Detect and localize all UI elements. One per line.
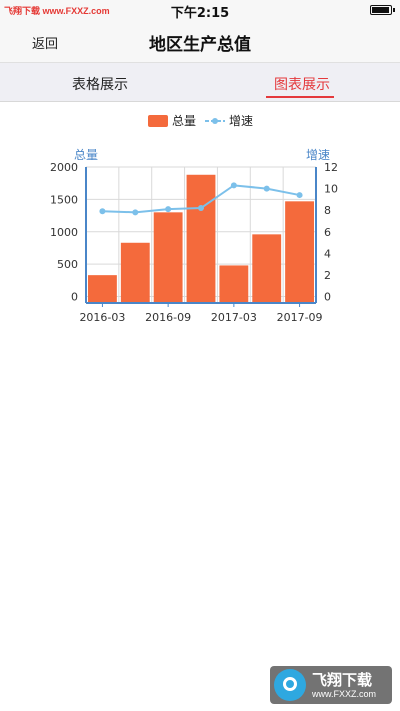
y-left-tick-label: 1500 (50, 193, 78, 206)
y-left-tick-label: 2000 (50, 161, 78, 174)
status-bar: 飞翔下载 www.FXXZ.com 下午2:15 (0, 0, 400, 21)
growth-point (165, 206, 172, 213)
page-title: 地区生产总值 (149, 35, 251, 55)
bar (219, 265, 249, 303)
legend-label-growth: 增速 (229, 114, 253, 128)
bar (88, 275, 117, 303)
watermark-text: 飞翔下载 www.FXXZ.com (4, 6, 110, 16)
y-left-tick-label: 0 (71, 291, 78, 304)
bar (252, 234, 282, 303)
growth-point (296, 192, 303, 199)
legend-label-total: 总量 (172, 114, 196, 128)
tab-table-view[interactable]: 表格展示 (72, 77, 128, 93)
y-right-tick-label: 8 (324, 204, 331, 217)
status-time: 下午2:15 (170, 6, 230, 21)
x-tick-label: 2017-09 (277, 311, 323, 324)
x-tick-label: 2016-03 (79, 311, 125, 324)
tab-chart-view[interactable]: 图表展示 (274, 77, 330, 93)
bottom-watermark: 飞翔下载 www.FXXZ.com (270, 666, 392, 704)
y-right-tick-label: 0 (324, 291, 331, 304)
bar (285, 201, 314, 303)
x-tick-label: 2017-03 (211, 311, 257, 324)
x-tick-label: 2016-09 (145, 311, 191, 324)
growth-point (230, 182, 237, 189)
bar (120, 242, 150, 303)
y-left-tick-label: 500 (57, 258, 78, 271)
y-right-tick-label: 10 (324, 183, 338, 196)
back-button[interactable]: 返回 (32, 37, 59, 52)
watermark-logo-icon (274, 669, 306, 701)
growth-point (132, 209, 139, 216)
growth-point (198, 205, 204, 212)
y-left-tick-label: 1000 (50, 226, 78, 239)
growth-point (99, 208, 106, 215)
legend-swatch-bar (148, 115, 168, 127)
y-left-axis-title: 总量 (74, 148, 98, 162)
bar (186, 174, 216, 303)
y-right-tick-label: 2 (324, 269, 331, 282)
nav-bar: 返回 地区生产总值 (0, 20, 400, 63)
y-right-tick-label: 6 (324, 226, 331, 239)
growth-point (263, 185, 270, 192)
legend-marker-line (212, 118, 218, 124)
watermark-url: www.FXXZ.com (312, 689, 377, 699)
y-right-tick-label: 4 (324, 247, 331, 260)
bar (153, 212, 183, 303)
tab-bar: 表格展示 图表展示 (0, 63, 400, 102)
watermark-title: 飞翔下载 (312, 671, 373, 689)
active-tab-indicator (266, 96, 334, 98)
battery-icon (370, 5, 395, 15)
y-right-tick-label: 12 (324, 161, 338, 174)
chart-area: 总量 增速 总量 增速 0 500 1000 1500 2000 0 2 4 6 8 10 12 2016-03… (0, 101, 400, 341)
y-right-axis-title: 增速 (306, 148, 330, 162)
